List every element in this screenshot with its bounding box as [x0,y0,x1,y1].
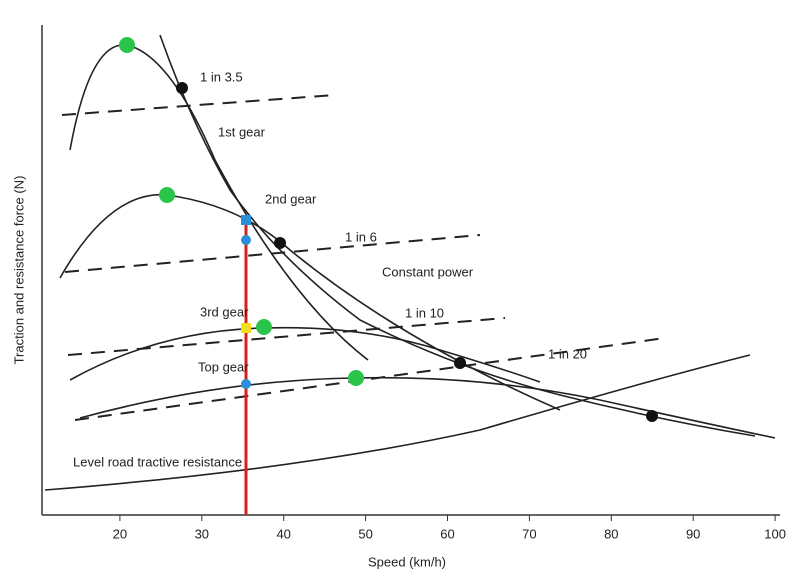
marker-point [241,379,251,389]
x-axis-label: Speed (km/h) [368,554,446,569]
label: 1 in 10 [405,305,444,320]
top-gear-curve [79,376,776,439]
label: 1 in 6 [345,229,377,244]
label: 3rd gear [200,304,249,319]
label: Top gear [198,359,249,374]
intersection-point [274,237,286,249]
second-gear-curve [59,193,561,411]
x-tick-label: 60 [440,526,454,541]
marker-point [241,215,251,225]
gradient-line [67,317,506,356]
x-tick-label: 70 [522,526,536,541]
x-tick-label: 100 [764,526,786,541]
level-road-curve [44,354,751,491]
label: Level road tractive resistance [73,454,242,469]
peak-point [256,319,272,335]
third-gear-curve [69,326,541,383]
x-tick-label: 40 [276,526,290,541]
intersection-point [176,82,188,94]
curves [44,34,776,515]
label: 2nd gear [265,191,317,206]
marker-point [241,235,251,245]
gradient-line [74,337,666,421]
peak-point [159,187,175,203]
gradient-line [61,94,336,116]
label: 1 in 20 [548,346,587,361]
axes [41,25,780,516]
label: Constant power [382,264,474,279]
peak-point [348,370,364,386]
label: 1st gear [218,124,266,139]
marker-point [241,323,251,333]
y-axis-label: Traction and resistance force (N) [11,176,26,365]
intersection-point [454,357,466,369]
constant-power-curve [159,34,756,437]
x-tick-label: 50 [358,526,372,541]
peak-point [119,37,135,53]
label: 1 in 3.5 [200,69,243,84]
x-tick-label: 20 [113,526,127,541]
points [119,37,658,422]
intersection-point [646,410,658,422]
x-ticks: 20 30 40 50 60 70 80 90 100 [113,515,786,541]
x-tick-label: 30 [195,526,209,541]
labels: 1 in 3.5 1st gear 2nd gear 1 in 6 Consta… [11,69,587,569]
x-tick-label: 90 [686,526,700,541]
gradient-line [64,234,481,273]
x-tick-label: 80 [604,526,618,541]
